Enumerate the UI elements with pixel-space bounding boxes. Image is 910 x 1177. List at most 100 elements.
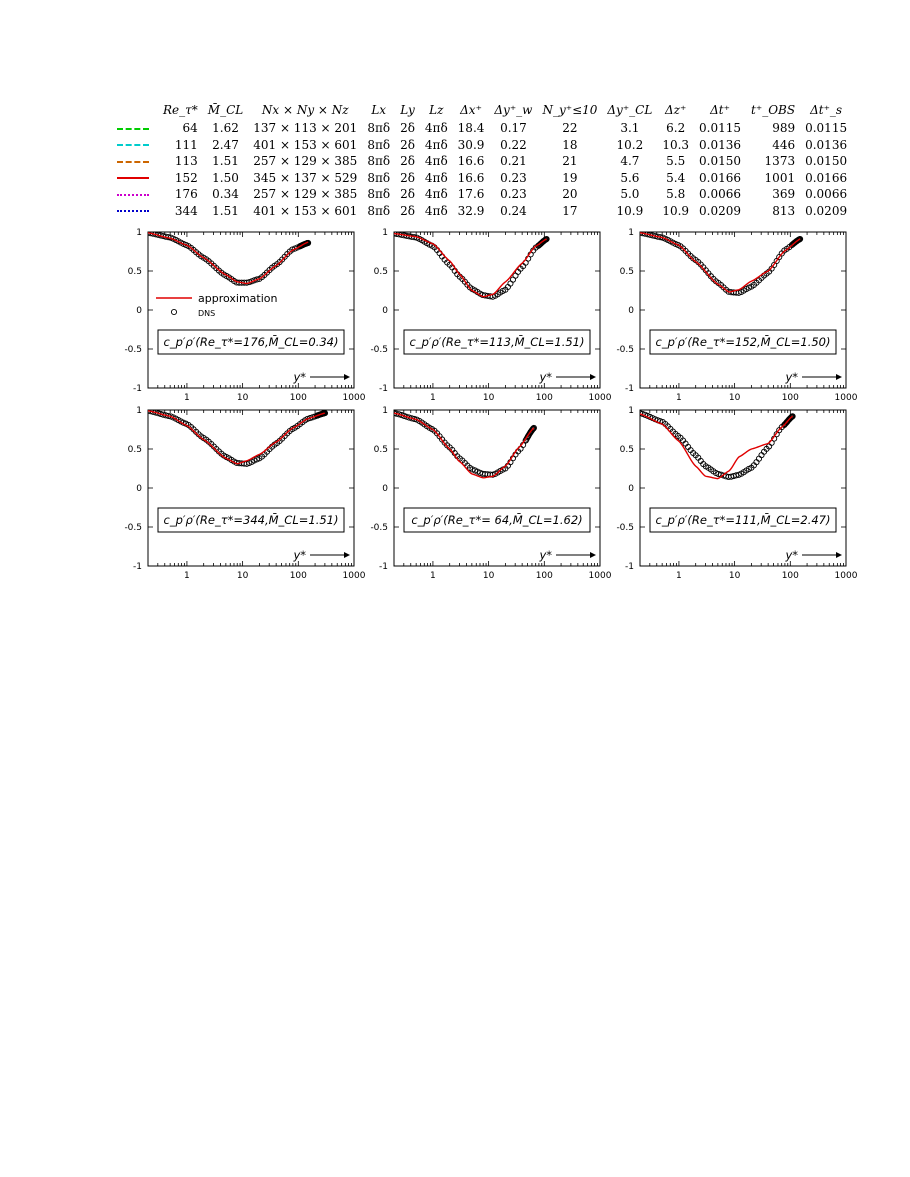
axis-arrow-head (590, 552, 596, 558)
table-cell: 401 × 153 × 601 (253, 203, 358, 218)
header-cell: Δy⁺_CL (607, 103, 653, 117)
table-cell: 0.0209 (805, 203, 848, 218)
label-box (403, 507, 591, 533)
plot-panel: 1 10 100 1000 1 0.5 0 -0.5 -1 c_p′ρ′(Re_τ*=176,M̄… (124, 228, 365, 403)
table-cell: 4πδ (424, 154, 448, 169)
axis-arrow-head (344, 374, 350, 380)
table-cell: 2δ (400, 137, 415, 152)
table-row: 152 1.50 345 × 137 × 529 8πδ 2δ 4πδ 16.6 0.23 19… (112, 170, 852, 187)
x-axis-label: y* (538, 548, 552, 562)
dns-point (788, 414, 795, 421)
dns-point (253, 276, 260, 283)
table-cell: 4πδ (424, 187, 448, 202)
header-cell: Lz (429, 103, 444, 117)
header-cell: Δt⁺ (710, 103, 730, 117)
series-swatch (117, 127, 149, 130)
y-tick-label: -0.5 (370, 523, 388, 533)
panel-label: c_p′ρ′(Re_τ*=152,M̄_CL=1.50) (656, 335, 831, 349)
table-cell: 0.0115 (805, 121, 848, 136)
header-cell: Lx (371, 103, 387, 117)
series-swatch (117, 160, 149, 163)
header-cell: Δz⁺ (665, 103, 687, 117)
table-cell: 8πδ (367, 121, 391, 136)
table-cell: 20 (562, 187, 578, 202)
y-tick-label: 0.5 (128, 445, 142, 455)
x-tick-label: 1 (184, 571, 190, 581)
series-swatch (117, 177, 149, 180)
table-cell: 152 (174, 170, 198, 185)
table-cell: 0.0209 (699, 203, 742, 218)
series-swatch-cell (112, 137, 158, 154)
table-cell: 10.9 (662, 203, 690, 218)
series-swatch-cell (112, 153, 158, 170)
approximation-line (640, 413, 794, 480)
plot-frame (639, 231, 847, 389)
x-axis-label: y* (784, 370, 798, 384)
y-tick-label: 1 (136, 406, 142, 416)
x-tick-label: 100 (782, 393, 799, 403)
y-tick-label: 1 (382, 228, 388, 238)
table-cell: 18.4 (457, 121, 485, 136)
table-row: 111 2.47 401 × 153 × 601 8πδ 2δ 4πδ 30.9 0.22 18… (112, 137, 852, 154)
panel-label: c_p′ρ′(Re_τ*=111,M̄_CL=2.47) (656, 513, 831, 527)
y-tick-label: 0 (136, 484, 142, 494)
table-cell: 0.17 (500, 121, 527, 136)
table-cell: 30.9 (457, 137, 485, 152)
table-row: 344 1.51 401 × 153 × 601 8πδ 2δ 4πδ 32.9 0.24 17… (112, 203, 852, 220)
y-tick-label: -0.5 (616, 345, 634, 355)
table-cell: 0.24 (500, 203, 527, 218)
approximation-line (148, 410, 326, 465)
table-cell: 0.0150 (805, 154, 848, 169)
table-cell: 21 (562, 154, 578, 169)
y-tick-label: 0 (628, 306, 634, 316)
series-swatch (117, 144, 149, 147)
x-tick-label: 1000 (343, 393, 366, 403)
table-row: 64 1.62 137 × 113 × 201 8πδ 2δ 4πδ 18.4 0.17 22 3… (112, 120, 852, 137)
parameters-table: Re_τ* M̄_CL Nx × Ny × Nz Lx Ly Lz Δx⁺ Δy… (112, 100, 852, 219)
table-cell: 369 (772, 187, 796, 202)
table-cell: 813 (772, 203, 796, 218)
y-tick-label: 1 (628, 228, 634, 238)
x-axis-label: y* (538, 370, 552, 384)
x-tick-label: 10 (729, 571, 741, 581)
table-cell: 2δ (400, 121, 415, 136)
y-tick-label: 0.5 (620, 267, 634, 277)
panel-label: c_p′ρ′(Re_τ*=176,M̄_CL=0.34) (164, 335, 339, 349)
table-cell: 4πδ (424, 137, 448, 152)
table-cell: 0.0066 (805, 187, 848, 202)
header-cell: Δx⁺ (460, 103, 482, 117)
y-tick-label: -1 (133, 384, 142, 394)
table-cell: 6.2 (666, 121, 686, 136)
y-tick-label: -0.5 (124, 345, 142, 355)
x-tick-label: 100 (290, 393, 307, 403)
label-box (649, 329, 837, 355)
table-cell: 8πδ (367, 170, 391, 185)
table-cell: 0.21 (500, 154, 527, 169)
header-cell: M̄_CL (207, 103, 244, 117)
header-cell: t⁺_OBS (751, 103, 796, 117)
table-cell: 137 × 113 × 201 (253, 121, 358, 136)
y-tick-label: 0.5 (128, 267, 142, 277)
table-cell: 4.7 (620, 154, 640, 169)
table-cell: 0.0136 (699, 137, 742, 152)
table-cell: 22 (562, 121, 578, 136)
label-box (403, 329, 591, 355)
table-cell: 111 (174, 137, 198, 152)
panel-label: c_p′ρ′(Re_τ*= 64,M̄_CL=1.62) (411, 513, 582, 527)
table-cell: 1.51 (212, 203, 239, 218)
table-cell: 0.0166 (699, 170, 742, 185)
plot-frame (393, 231, 601, 389)
x-tick-label: 10 (483, 571, 495, 581)
y-tick-label: 1 (628, 406, 634, 416)
y-tick-label: 0.5 (374, 267, 388, 277)
label-box (157, 507, 345, 533)
table-cell: 345 × 137 × 529 (253, 170, 358, 185)
plot-frame (393, 409, 601, 567)
table-cell: 3.1 (620, 121, 640, 136)
table-cell: 0.34 (212, 187, 239, 202)
header-cell: Nx × Ny × Nz (261, 103, 349, 117)
table-cell: 18 (562, 137, 578, 152)
series-swatch (117, 193, 149, 196)
table-cell: 0.0066 (699, 187, 742, 202)
